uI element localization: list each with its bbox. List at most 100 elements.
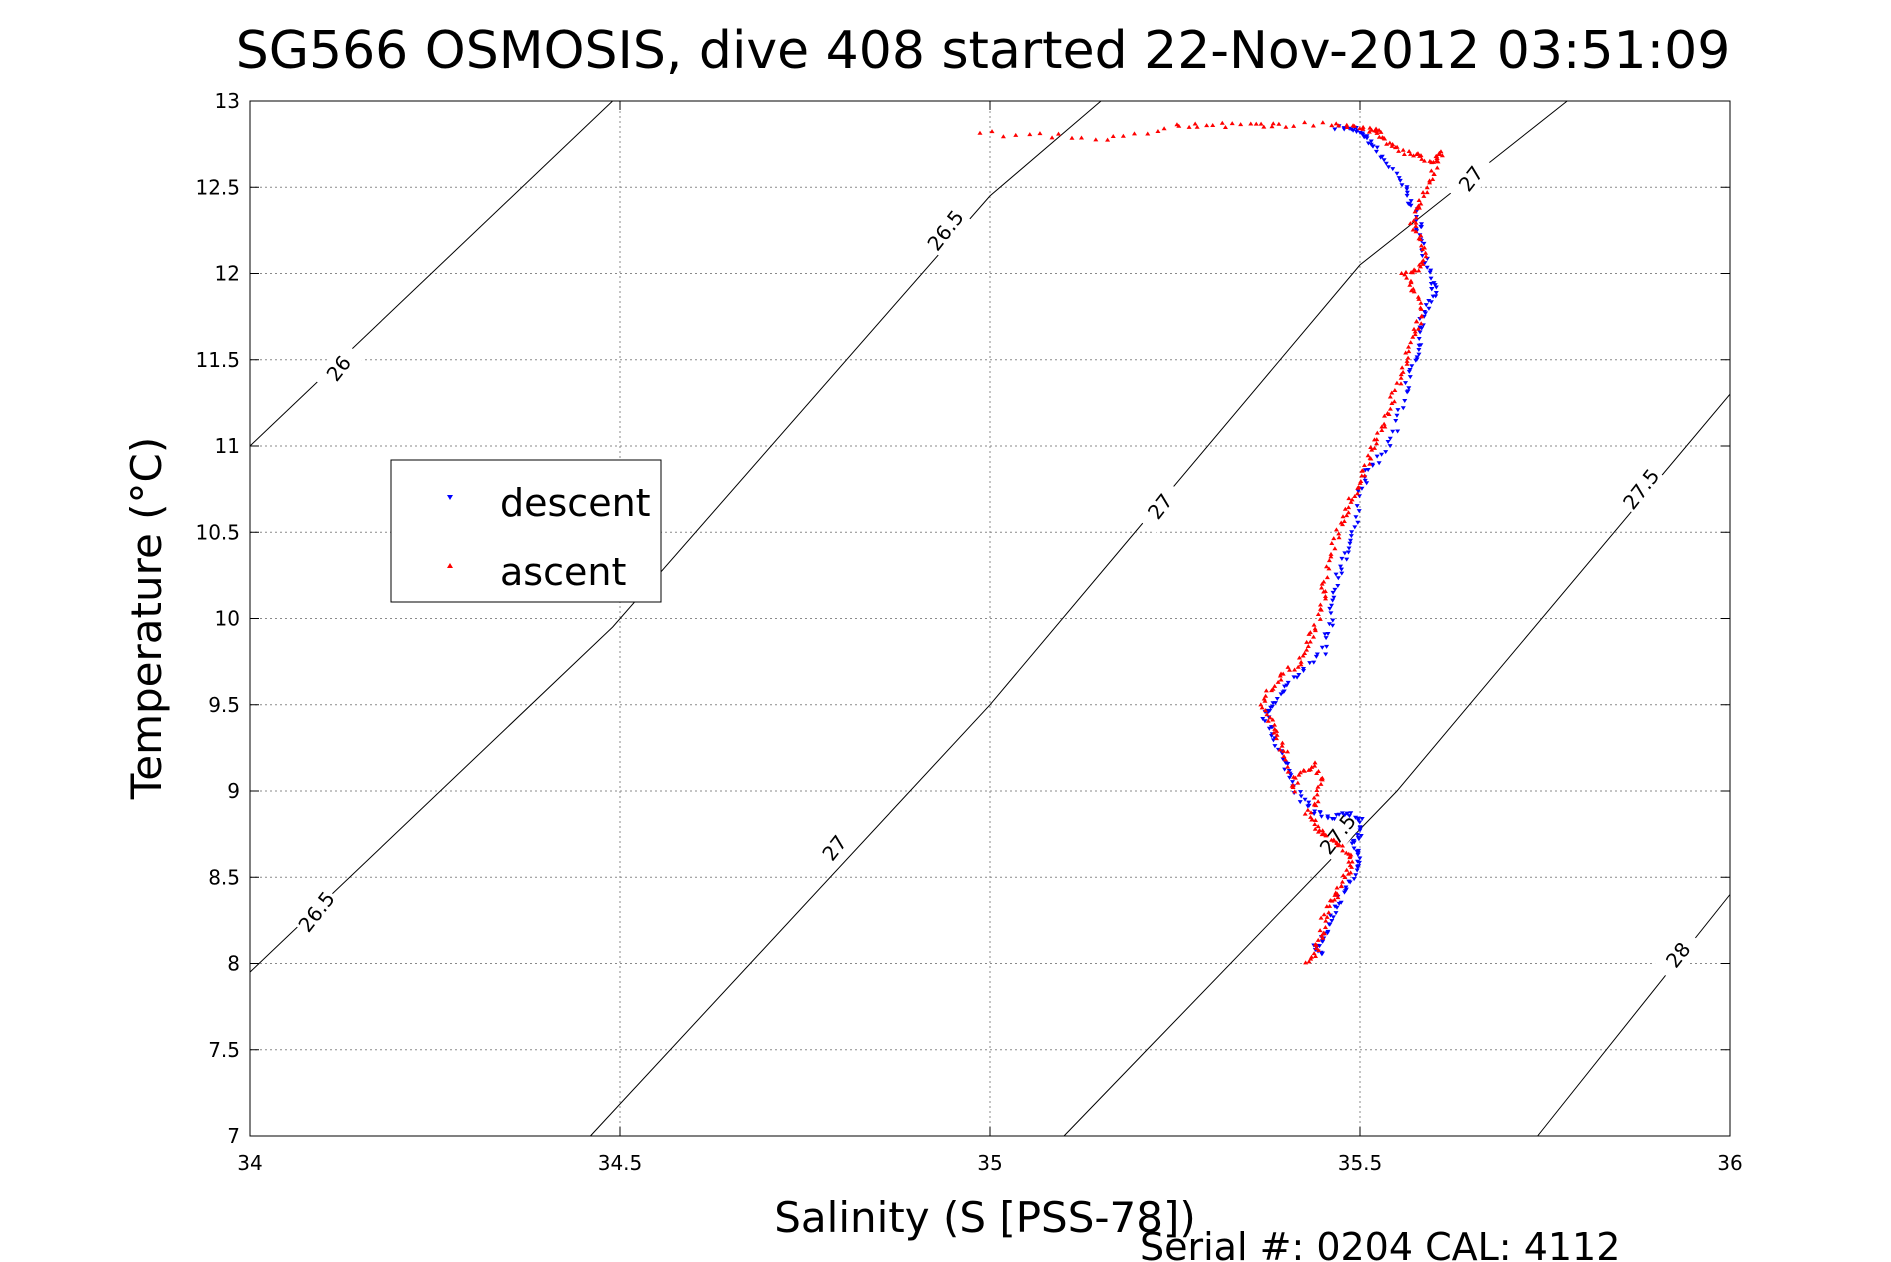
descent-point	[1323, 652, 1329, 657]
descent-point	[1381, 158, 1387, 163]
descent-point	[1333, 911, 1339, 916]
ascent-point	[1326, 558, 1332, 563]
ascent-point	[1349, 864, 1355, 869]
ascent-point	[1270, 717, 1276, 722]
ascent-point	[1418, 305, 1424, 310]
descent-point	[1416, 347, 1422, 352]
ascent-point	[1229, 121, 1235, 126]
descent-point	[1330, 618, 1336, 623]
ascent-point	[1404, 361, 1410, 366]
legend-box	[390, 459, 662, 603]
descent-point	[1356, 509, 1362, 514]
descent-point	[1426, 299, 1432, 304]
ascent-point	[1428, 168, 1434, 173]
ascent-point	[1324, 575, 1330, 580]
ascent-point	[1434, 153, 1440, 158]
ascent-point	[1369, 127, 1375, 132]
ascent-point	[1204, 123, 1210, 128]
ascent-point	[1340, 873, 1346, 878]
ascent-point	[1327, 898, 1333, 903]
ascent-point	[1155, 128, 1161, 133]
ascent-point	[1270, 121, 1276, 126]
ascent-point	[1382, 413, 1388, 418]
descent-point	[1348, 538, 1354, 543]
descent-point	[1290, 780, 1296, 785]
descent-point	[1282, 684, 1288, 689]
ascent-point	[1270, 686, 1276, 691]
ascent-point	[1279, 743, 1285, 748]
ascent-point	[1324, 904, 1330, 909]
descent-point	[1385, 439, 1391, 444]
descent-point	[1404, 390, 1410, 395]
ascent-point	[1392, 145, 1398, 150]
descent-point	[1331, 595, 1337, 600]
ascent-point	[1416, 236, 1422, 241]
descent-point	[1280, 757, 1286, 762]
ascent-point	[1436, 151, 1442, 156]
ascent-point	[1412, 332, 1418, 337]
descent-point	[1397, 178, 1403, 183]
ascent-point	[1407, 151, 1413, 156]
ascent-point	[1389, 143, 1395, 148]
ascent-point	[1367, 461, 1373, 466]
descent-point	[1331, 817, 1337, 822]
ascent-point	[1194, 124, 1200, 129]
ascent-point	[1259, 705, 1265, 710]
ascent-point	[1411, 326, 1417, 331]
descent-point	[1314, 652, 1320, 657]
ascent-point	[1326, 566, 1332, 571]
ascent-point	[1267, 715, 1273, 720]
ascent-point	[1420, 247, 1426, 252]
ascent-point	[1430, 177, 1436, 182]
ascent-point	[1399, 365, 1405, 370]
ascent-point	[1161, 126, 1167, 131]
ascent-point	[1344, 513, 1350, 518]
descent-point	[1359, 816, 1365, 821]
ascent-point	[1416, 205, 1422, 210]
ascent-point	[1333, 527, 1339, 532]
ascent-point	[1131, 131, 1137, 136]
ascent-point	[1336, 535, 1342, 540]
descent-point	[1284, 683, 1290, 688]
descent-point	[1332, 127, 1338, 132]
descent-point	[1349, 530, 1355, 535]
ascent-point	[1315, 824, 1321, 829]
ascent-point	[1298, 662, 1304, 667]
descent-point	[1327, 913, 1333, 918]
ascent-point	[1418, 243, 1424, 248]
descent-point	[1350, 839, 1356, 844]
ascent-point	[1360, 468, 1366, 473]
ascent-point	[1291, 123, 1297, 128]
descent-point	[1379, 452, 1385, 457]
ascent-point	[1403, 350, 1409, 355]
descent-point	[1428, 300, 1434, 305]
ascent-point	[1291, 774, 1297, 779]
descent-point	[1348, 811, 1354, 816]
descent-point	[1416, 336, 1422, 341]
ascent-point	[1110, 133, 1116, 138]
descent-point	[1302, 797, 1308, 802]
ascent-point	[1411, 289, 1417, 294]
descent-point	[1431, 281, 1437, 286]
ascent-point	[1274, 728, 1280, 733]
ascent-point	[1410, 334, 1416, 339]
ascent-point	[1408, 278, 1414, 283]
ascent-point	[1431, 171, 1437, 176]
descent-point	[1312, 809, 1318, 814]
descent-point	[1355, 520, 1361, 525]
descent-point	[1383, 450, 1389, 455]
descent-point	[1374, 454, 1380, 459]
descent-point	[1387, 436, 1393, 441]
ascent-point	[1400, 147, 1406, 152]
ascent-point	[1315, 947, 1321, 952]
ascent-point	[1385, 411, 1391, 416]
descent-point	[1346, 814, 1352, 819]
isopycnal-label-bg	[809, 821, 860, 875]
descent-point	[1396, 176, 1402, 181]
ascent-point	[1285, 664, 1291, 669]
descent-point	[1285, 761, 1291, 766]
ascent-point	[1312, 822, 1318, 827]
descent-point	[1329, 918, 1335, 923]
descent-point	[1414, 355, 1420, 360]
ascent-point	[1331, 897, 1337, 902]
